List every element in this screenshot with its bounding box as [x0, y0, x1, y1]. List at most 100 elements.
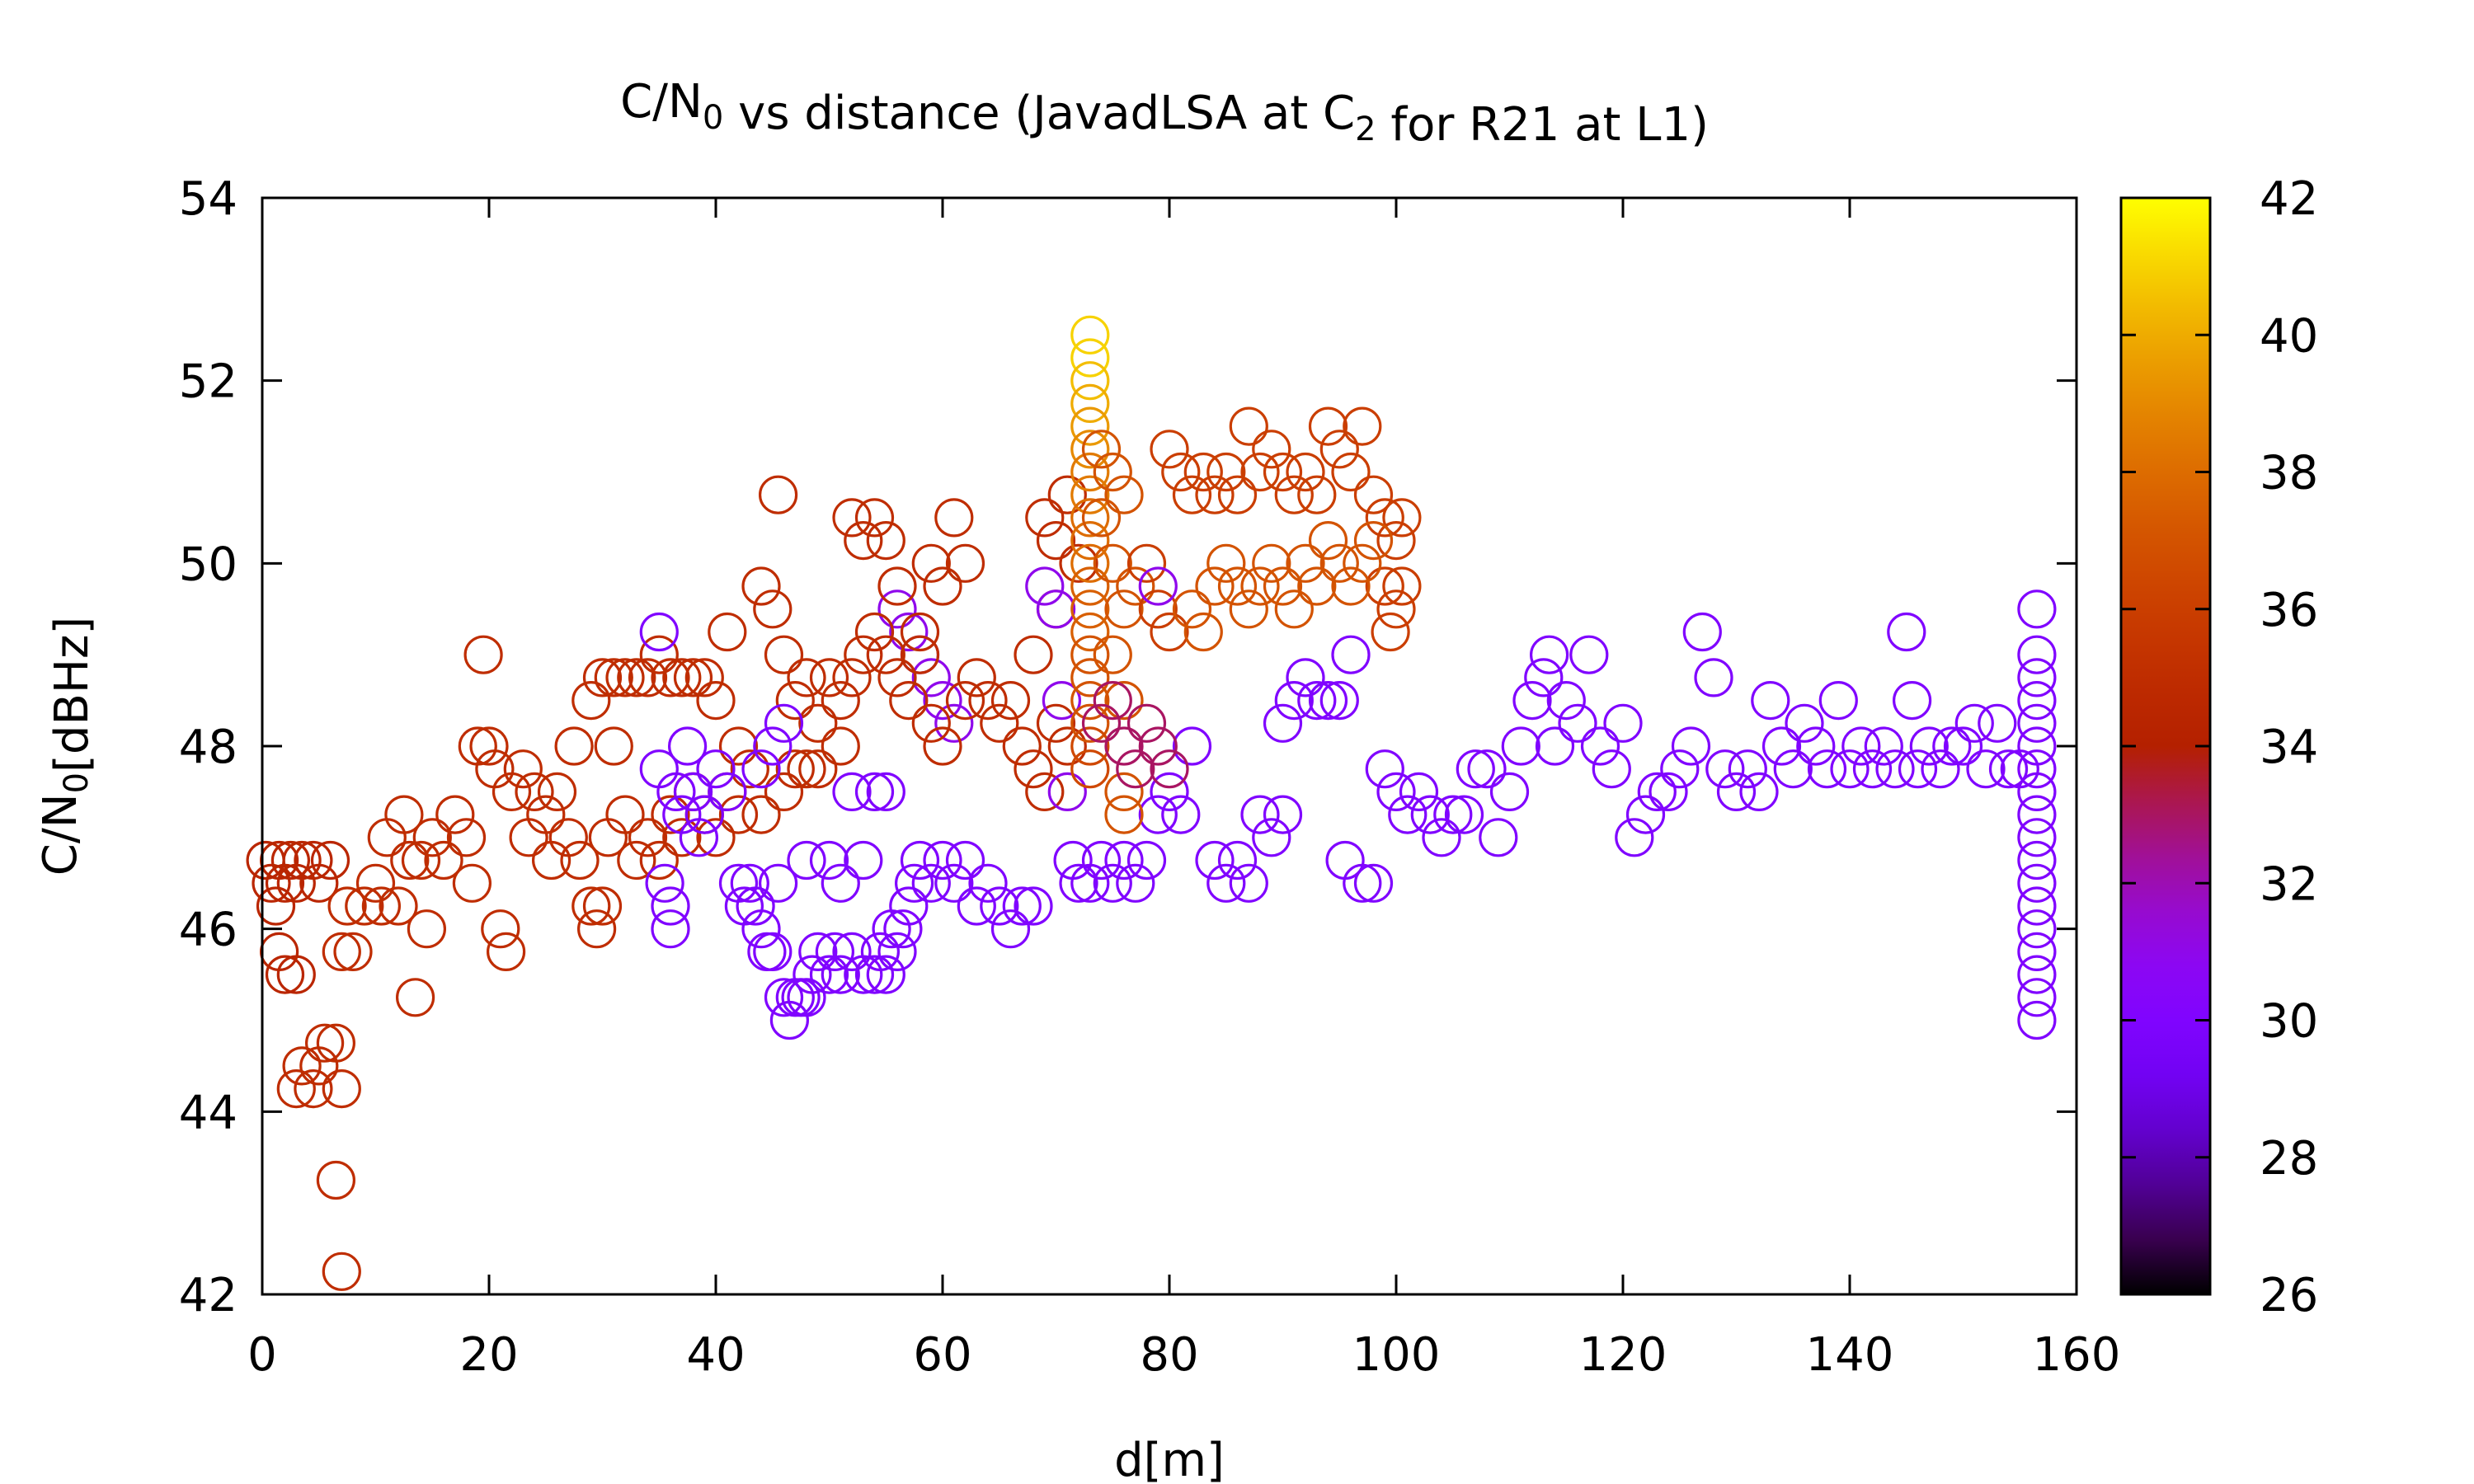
data-point: [900, 635, 940, 674]
data-point: [1932, 726, 1972, 766]
title-subscript-1: 2: [1355, 110, 1376, 148]
data-point: [1297, 680, 1337, 721]
data-point: [481, 909, 520, 949]
data-point: [1070, 338, 1110, 378]
data-point: [1183, 452, 1223, 492]
data-point: [396, 978, 435, 1017]
data-point: [753, 726, 793, 766]
data-point: [1546, 680, 1586, 721]
x-tick-label: 40: [686, 1328, 745, 1382]
data-point: [446, 818, 487, 857]
data-point: [617, 658, 656, 697]
colorbar-tick-label: 30: [2260, 995, 2318, 1049]
data-point: [798, 703, 838, 743]
data-point: [911, 543, 951, 583]
data-point: [1966, 749, 2006, 789]
data-point: [2017, 955, 2057, 994]
data-point: [696, 818, 736, 857]
data-point: [877, 658, 917, 697]
title-subscript-0: 0: [703, 99, 723, 137]
data-point: [1070, 612, 1110, 652]
data-point: [1081, 703, 1122, 743]
data-point: [741, 749, 781, 789]
data-point: [1093, 452, 1132, 492]
data-point: [1172, 726, 1212, 766]
data-point: [1444, 795, 1484, 834]
data-point: [1637, 772, 1677, 812]
data-point: [787, 840, 826, 881]
data-point: [1331, 566, 1371, 606]
data-point: [345, 886, 384, 926]
data-point: [1161, 452, 1201, 492]
data-point: [265, 955, 305, 994]
data-point: [1921, 749, 1960, 789]
data-point: [1014, 635, 1053, 674]
colorbar-tick-label: 36: [2260, 584, 2318, 637]
data-point: [2017, 680, 2057, 721]
data-point: [1252, 818, 1291, 857]
colorbar-tick-label: 32: [2260, 857, 2318, 911]
data-point: [1887, 612, 1926, 652]
data-point: [1353, 863, 1394, 903]
data-point: [412, 818, 452, 857]
data-point: [401, 840, 441, 881]
data-point: [1625, 795, 1666, 834]
data-point: [1371, 612, 1410, 652]
data-point: [764, 703, 804, 743]
data-point: [1047, 726, 1087, 766]
data-point: [617, 840, 656, 881]
data-point: [322, 1252, 361, 1291]
data-point: [1898, 749, 1938, 789]
data-point: [911, 703, 951, 743]
data-point: [1331, 452, 1371, 492]
data-point: [1410, 795, 1450, 834]
data-point: [1773, 749, 1813, 789]
data-point: [1070, 383, 1110, 423]
data-point: [1172, 475, 1212, 514]
data-point: [576, 909, 617, 949]
data-point: [1353, 520, 1394, 561]
data-point: [1376, 772, 1416, 812]
data-point: [1025, 772, 1065, 812]
data-point: [554, 726, 594, 766]
data-point: [1978, 703, 2017, 743]
data-point: [2017, 886, 2057, 926]
data-point: [1728, 749, 1767, 789]
data-point: [2017, 818, 2057, 857]
data-point: [639, 635, 679, 674]
colorbar-tick-label: 38: [2260, 447, 2318, 500]
data-point: [1070, 430, 1110, 469]
data-point: [832, 772, 872, 812]
data-point: [1104, 589, 1144, 629]
data-point: [1433, 795, 1473, 834]
data-point: [662, 658, 702, 697]
data-point: [1150, 772, 1189, 812]
data-point: [1399, 772, 1439, 812]
data-point: [1422, 818, 1461, 857]
y-tick-label: 50: [179, 538, 238, 591]
data-point: [355, 863, 396, 903]
data-point: [651, 909, 690, 949]
data-point: [1217, 566, 1258, 606]
data-point: [639, 612, 679, 652]
colorbar-axis: 26 28 30 32 34 36 38 40 42: [2121, 172, 2318, 1322]
data-point: [832, 658, 872, 697]
data-point: [1365, 498, 1404, 538]
data-point: [1240, 795, 1280, 834]
data-point: [753, 589, 793, 629]
data-point: [1070, 589, 1110, 629]
data-point: [310, 840, 350, 881]
data-point: [503, 749, 543, 789]
x-tick-label: 120: [1579, 1328, 1667, 1382]
data-point: [537, 772, 577, 812]
data-point: [651, 795, 690, 834]
data-point: [821, 863, 860, 903]
data-point: [1104, 795, 1144, 834]
data-point: [322, 932, 361, 972]
data-point: [854, 955, 895, 994]
data-point: [2017, 1000, 2057, 1040]
data-point: [333, 932, 373, 972]
data-point: [1229, 406, 1268, 446]
data-point: [1093, 680, 1132, 721]
